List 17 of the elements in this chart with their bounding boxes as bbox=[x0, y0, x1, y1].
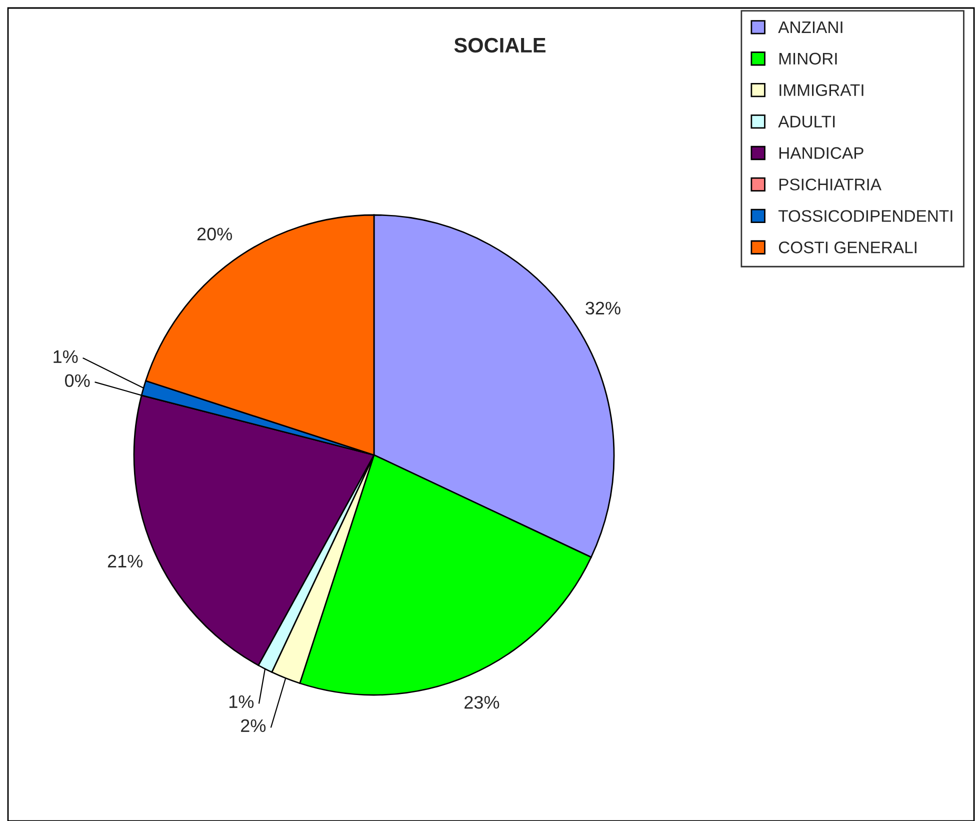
legend-label: ADULTI bbox=[778, 116, 835, 128]
legend-label: ANZIANI bbox=[778, 21, 842, 33]
legend-label: TOSSICODIPENDENTI bbox=[778, 210, 952, 222]
text: 0% bbox=[65, 374, 90, 388]
data-label: 23% bbox=[464, 696, 500, 709]
legend-label: HANDICAP bbox=[779, 147, 864, 159]
data-label: 20% bbox=[197, 228, 232, 240]
data-label: 2% bbox=[241, 719, 266, 732]
data-label: 1% bbox=[54, 350, 78, 363]
data-label: 21% bbox=[108, 554, 143, 568]
data-label: 32% bbox=[586, 302, 620, 315]
legend-label: COSTI GENERALI bbox=[778, 242, 916, 254]
legend-label: PSICHIATRIA bbox=[779, 178, 882, 190]
legend-label: MINORI bbox=[779, 52, 837, 65]
text: SOCIALE bbox=[454, 38, 546, 53]
legend-label: IMMIGRATI bbox=[780, 84, 864, 96]
data-label: 1% bbox=[229, 695, 254, 708]
